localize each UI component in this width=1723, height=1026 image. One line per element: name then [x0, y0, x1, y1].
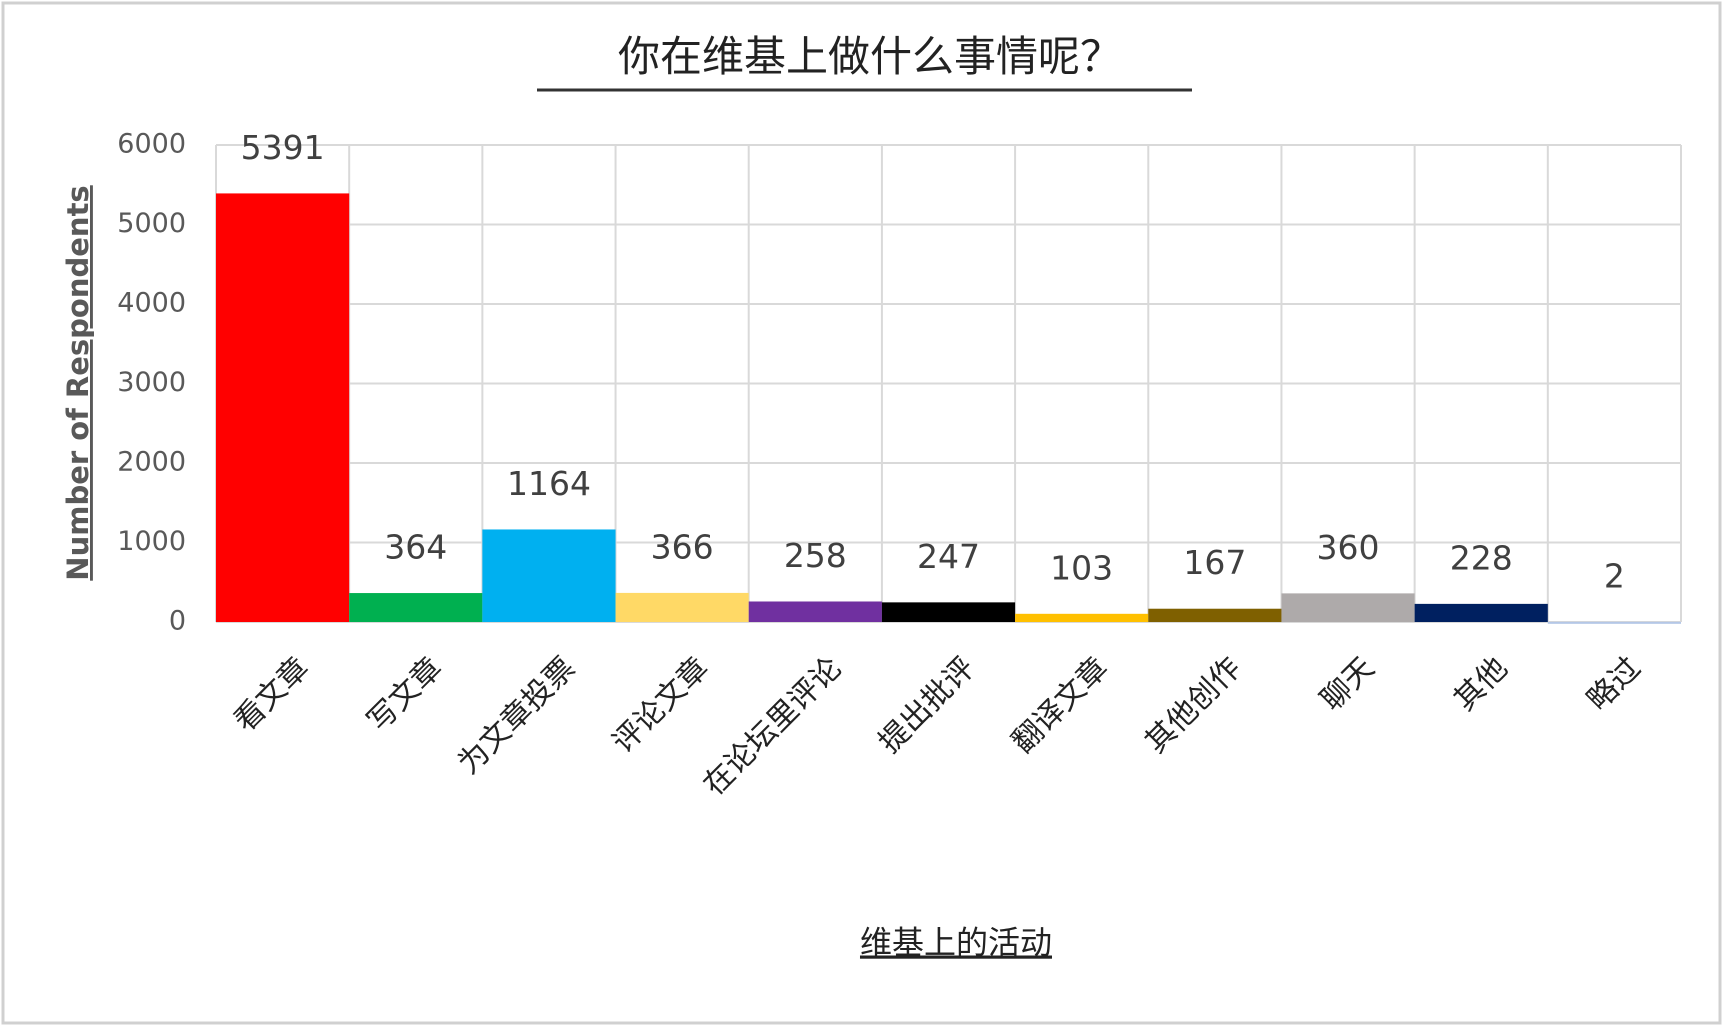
value-label: 1164 [507, 464, 591, 503]
value-label: 5391 [241, 128, 325, 167]
y-tick-label: 2000 [117, 447, 186, 478]
bar [349, 593, 483, 622]
bar [1414, 603, 1548, 622]
bar [1281, 593, 1415, 622]
value-label: 366 [651, 527, 714, 566]
y-axis-label: Number of Respondents [61, 185, 95, 580]
bar [1015, 613, 1149, 622]
value-label: 2 [1604, 556, 1625, 595]
y-tick-label: 0 [169, 606, 186, 637]
value-label: 167 [1183, 543, 1246, 582]
value-label: 247 [917, 537, 980, 576]
y-tick-label: 1000 [117, 526, 186, 557]
bar [216, 193, 350, 622]
bar [1547, 621, 1681, 624]
x-axis-label: 维基上的活动 [860, 924, 1052, 962]
y-tick-label: 3000 [117, 367, 186, 398]
chart-title: 你在维基上做什么事情呢？ [618, 32, 1122, 81]
bar [748, 601, 882, 622]
bar [482, 529, 616, 622]
bar [1148, 608, 1282, 622]
value-label: 364 [384, 528, 447, 567]
y-tick-label: 4000 [117, 288, 186, 319]
value-label: 228 [1450, 538, 1513, 577]
value-label: 103 [1050, 548, 1113, 587]
value-label: 360 [1317, 528, 1380, 567]
bar [615, 592, 749, 622]
value-label: 258 [784, 536, 847, 575]
bar [881, 602, 1016, 622]
y-tick-label: 5000 [117, 208, 186, 239]
y-tick-label: 6000 [117, 129, 186, 160]
